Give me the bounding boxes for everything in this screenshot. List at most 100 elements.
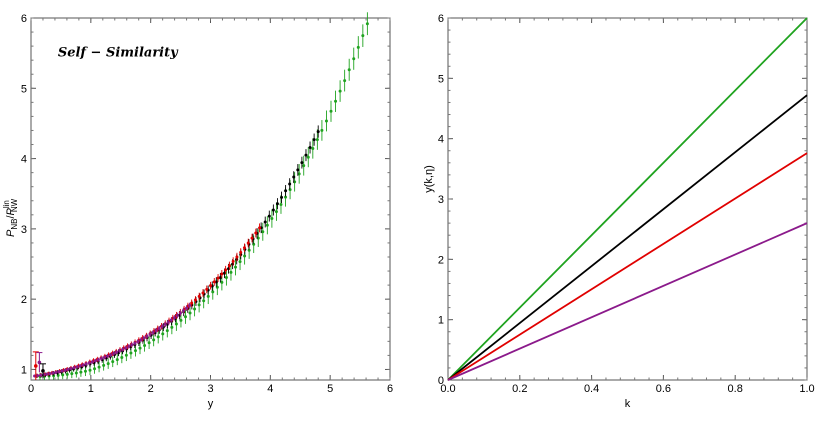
left-series-2-point	[242, 246, 246, 250]
left-series-1-point	[288, 182, 292, 186]
left-series-3-point	[160, 325, 164, 329]
left-y-tick-label: 5	[21, 83, 27, 95]
left-series-3-point	[181, 309, 185, 313]
left-series-3-point	[172, 316, 176, 320]
left-series-0-point	[106, 362, 110, 366]
right-y-tick-label: 3	[438, 194, 444, 206]
left-series-1-point	[304, 153, 308, 157]
left-series-0-point	[338, 89, 342, 93]
left-y-tick-label: 6	[21, 13, 27, 25]
left-series-2-point	[235, 255, 239, 259]
left-series-3-point	[136, 340, 140, 344]
left-series-3-point	[175, 313, 179, 317]
left-series-0-point	[297, 172, 301, 176]
left-series-0-point	[220, 280, 224, 284]
left-series-0-point	[183, 315, 187, 319]
left-series-0-point	[202, 299, 206, 303]
left-series-0-point	[320, 128, 324, 132]
left-series-0-point	[243, 254, 247, 258]
left-series-3-point	[133, 341, 137, 345]
ylabel-nw: NW	[10, 198, 19, 212]
left-series-0-point	[138, 346, 142, 350]
left-series-1-point	[218, 276, 222, 280]
left-series-1-point	[280, 195, 284, 199]
left-y-tick-label: 2	[21, 294, 27, 306]
left-x-tick-label: 2	[148, 383, 154, 395]
left-series-2-point	[193, 298, 197, 302]
left-series-3-point	[166, 320, 170, 324]
ylabel-nb: NB	[10, 219, 19, 230]
left-series-3-point	[124, 346, 128, 350]
right-y-tick-label: 1	[438, 315, 444, 327]
right-x-tick-label: 0.2	[512, 383, 527, 395]
left-series-3-point	[36, 374, 40, 378]
left-series-0-point	[70, 372, 74, 376]
left-series-3-point	[178, 311, 182, 315]
left-series-3-point	[115, 350, 119, 354]
left-series-1-point	[292, 175, 296, 179]
left-series-1-point	[316, 130, 320, 134]
left-series-0-point	[270, 217, 274, 221]
left-series-0-point	[156, 335, 160, 339]
left-series-3-point	[142, 336, 146, 340]
left-plot-frame	[30, 17, 391, 381]
left-series-3-point	[96, 358, 100, 362]
left-series-0-point	[334, 99, 338, 103]
left-series-3-point	[151, 331, 155, 335]
left-series-1-point	[296, 168, 300, 172]
left-series-3-point	[90, 360, 94, 364]
left-series-1-point	[312, 138, 316, 142]
left-series-3-point	[102, 355, 106, 359]
left-x-axis-label: y	[208, 398, 214, 410]
left-series-3-point	[127, 344, 131, 348]
left-series-0-point	[247, 248, 251, 252]
left-x-tick-label: 0	[28, 383, 34, 395]
left-series-3-point	[81, 363, 85, 367]
left-x-tick-label: 1	[88, 383, 94, 395]
left-series-0-point	[120, 356, 124, 360]
right-x-tick-label: 0.8	[728, 383, 743, 395]
left-series-3-point	[84, 362, 88, 366]
left-x-tick-label: 4	[267, 383, 273, 395]
left-series-1-point	[284, 189, 288, 193]
left-series-0-point	[265, 223, 269, 227]
left-series-3-point	[66, 367, 70, 371]
right-x-tick-label: 1.0	[799, 383, 814, 395]
ylabel-p: P	[5, 229, 17, 237]
left-series-3-point	[78, 364, 82, 368]
left-series-3-point	[51, 371, 55, 375]
left-series-0-point	[188, 311, 192, 315]
left-series-0-point	[347, 68, 351, 72]
right-y-tick-label: 4	[438, 134, 444, 146]
left-series-0-point	[74, 371, 78, 375]
right-x-axis-label: k	[625, 398, 631, 410]
left-series-0-point	[229, 270, 233, 274]
left-series-0-point	[193, 307, 197, 311]
left-series-2-point	[227, 264, 231, 268]
left-series-0-point	[161, 332, 165, 336]
left-series-3-point	[69, 367, 73, 371]
left-series-0-point	[147, 341, 151, 345]
left-series-0-point	[261, 230, 265, 234]
left-series-0-point	[133, 349, 137, 353]
left-series-0-point	[179, 318, 183, 322]
left-series-1-point	[275, 202, 279, 206]
left-series-0-point	[343, 79, 347, 83]
left-series-3-point	[157, 327, 161, 331]
left-series-2-point	[201, 291, 205, 295]
svg-text:PNB/PlinNW: PNB/PlinNW	[2, 198, 19, 237]
left-series-2-point	[190, 301, 194, 305]
ylabel-slash: /	[5, 215, 17, 219]
left-series-0-point	[329, 109, 333, 113]
left-series-0-point	[61, 373, 65, 377]
left-y-axis-label: PNB/PlinNW	[2, 198, 19, 237]
left-series-3-point	[118, 349, 122, 353]
right-x-tick-label: 0.0	[440, 383, 455, 395]
left-x-tick-label: 5	[327, 383, 333, 395]
left-series-3-point	[57, 370, 61, 374]
left-series-0-point	[97, 365, 101, 369]
left-series-3-point	[63, 368, 67, 372]
left-series-3-point	[139, 338, 143, 342]
